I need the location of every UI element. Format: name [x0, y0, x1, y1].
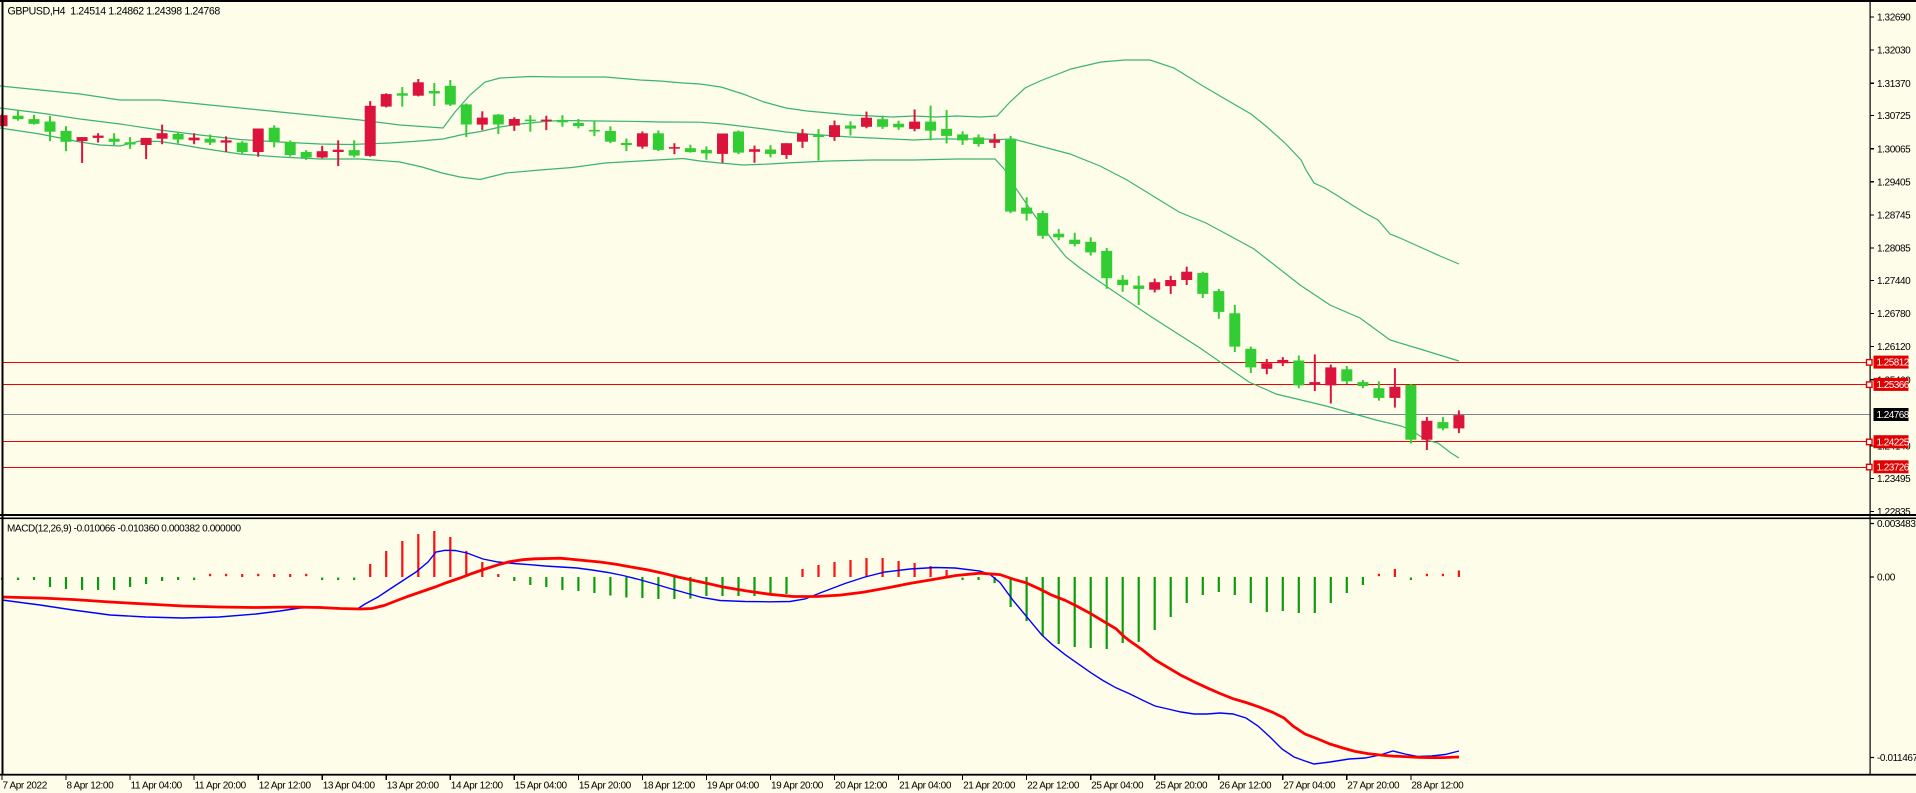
- svg-text:26 Apr 12:00: 26 Apr 12:00: [1219, 781, 1272, 792]
- svg-text:19 Apr 04:00: 19 Apr 04:00: [707, 781, 760, 792]
- svg-text:15 Apr 20:00: 15 Apr 20:00: [579, 781, 632, 792]
- svg-text:1.28085: 1.28085: [1877, 244, 1911, 255]
- svg-text:25 Apr 04:00: 25 Apr 04:00: [1091, 781, 1144, 792]
- svg-text:1.25366: 1.25366: [1877, 380, 1910, 391]
- svg-text:1.24768: 1.24768: [1877, 410, 1910, 421]
- svg-text:1.28745: 1.28745: [1877, 211, 1911, 222]
- svg-text:1.25812: 1.25812: [1877, 358, 1910, 369]
- svg-text:1.29405: 1.29405: [1877, 177, 1911, 188]
- svg-text:25 Apr 20:00: 25 Apr 20:00: [1155, 781, 1208, 792]
- svg-text:15 Apr 04:00: 15 Apr 04:00: [515, 781, 568, 792]
- svg-text:7 Apr 2022: 7 Apr 2022: [3, 781, 48, 792]
- svg-text:22 Apr 12:00: 22 Apr 12:00: [1027, 781, 1080, 792]
- svg-text:11 Apr 04:00: 11 Apr 04:00: [131, 781, 183, 792]
- svg-text:1.30065: 1.30065: [1877, 144, 1911, 155]
- svg-text:18 Apr 12:00: 18 Apr 12:00: [643, 781, 696, 792]
- svg-text:14 Apr 12:00: 14 Apr 12:00: [451, 781, 504, 792]
- svg-text:0.003483: 0.003483: [1877, 519, 1916, 530]
- svg-text:MACD(12,26,9) -0.010066 -0.010: MACD(12,26,9) -0.010066 -0.010360 0.0003…: [7, 524, 242, 535]
- svg-text:1.31370: 1.31370: [1877, 79, 1911, 90]
- svg-text:12 Apr 12:00: 12 Apr 12:00: [259, 781, 312, 792]
- svg-text:1.27440: 1.27440: [1877, 276, 1911, 287]
- svg-text:11 Apr 20:00: 11 Apr 20:00: [195, 781, 247, 792]
- svg-text:19 Apr 20:00: 19 Apr 20:00: [771, 781, 824, 792]
- svg-text:1.23495: 1.23495: [1877, 474, 1911, 485]
- svg-text:28 Apr 12:00: 28 Apr 12:00: [1411, 781, 1464, 792]
- svg-text:1.32690: 1.32690: [1877, 13, 1911, 24]
- svg-text:1.24225: 1.24225: [1877, 437, 1910, 448]
- svg-text:GBPUSD,H4 1.24514 1.24862 1.2: GBPUSD,H4 1.24514 1.24862 1.24398 1.2476…: [8, 6, 221, 18]
- svg-text:27 Apr 04:00: 27 Apr 04:00: [1283, 781, 1336, 792]
- svg-text:13 Apr 04:00: 13 Apr 04:00: [323, 781, 376, 792]
- svg-text:-0.011467: -0.011467: [1877, 753, 1916, 764]
- svg-text:27 Apr 20:00: 27 Apr 20:00: [1347, 781, 1400, 792]
- svg-text:21 Apr 20:00: 21 Apr 20:00: [963, 781, 1016, 792]
- svg-text:20 Apr 12:00: 20 Apr 12:00: [835, 781, 888, 792]
- svg-text:13 Apr 20:00: 13 Apr 20:00: [387, 781, 440, 792]
- svg-text:1.32030: 1.32030: [1877, 46, 1911, 57]
- svg-text:1.26780: 1.26780: [1877, 309, 1911, 320]
- svg-text:1.23726: 1.23726: [1877, 462, 1910, 473]
- svg-text:1.26120: 1.26120: [1877, 342, 1911, 353]
- svg-text:8 Apr 12:00: 8 Apr 12:00: [67, 781, 115, 792]
- svg-text:1.30725: 1.30725: [1877, 111, 1911, 122]
- svg-text:21 Apr 04:00: 21 Apr 04:00: [899, 781, 952, 792]
- svg-text:0.00: 0.00: [1877, 573, 1896, 584]
- svg-text:1.22835: 1.22835: [1877, 507, 1911, 518]
